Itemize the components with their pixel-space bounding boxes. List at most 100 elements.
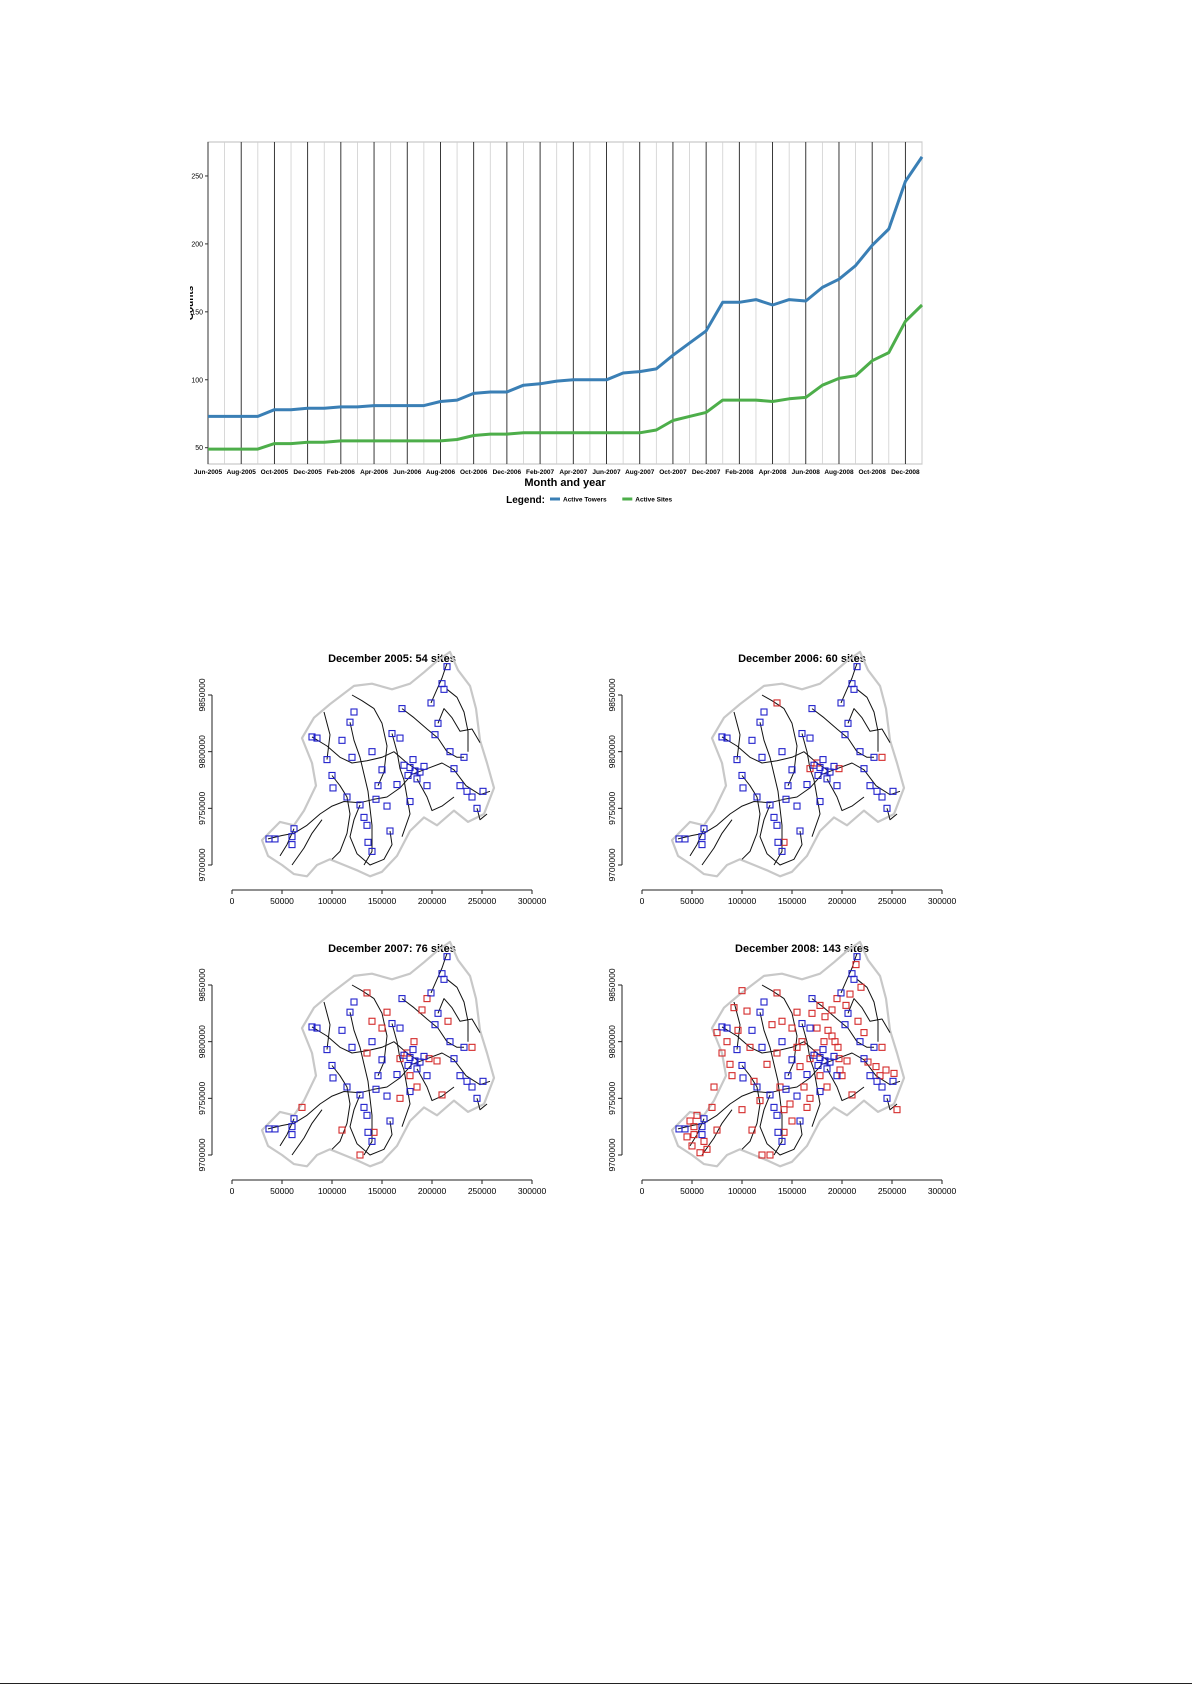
existing-site-marker [406,797,414,806]
road-line [349,804,393,866]
existing-site-marker [873,1077,881,1085]
existing-site-marker [360,813,368,821]
new-site-marker [848,1091,856,1099]
existing-site-marker [698,841,706,849]
x-tick-label: Aug-2006 [426,469,456,476]
existing-site-marker [796,1117,804,1125]
existing-site-marker [411,1057,419,1065]
existing-site-marker [798,729,806,738]
new-site-marker [378,1024,386,1032]
country-boundary [260,650,496,878]
existing-site-marker [883,804,891,812]
new-site-marker [788,1117,796,1125]
existing-site-marker [860,1055,868,1063]
road-line [437,998,481,1033]
country-boundary [260,940,496,1168]
existing-site-marker [343,793,351,801]
existing-site-marker [774,838,782,846]
existing-site-marker [770,1103,778,1111]
existing-site-marker [386,1117,394,1125]
existing-site-marker [400,761,408,769]
existing-site-marker [420,762,428,770]
x-tick-label: Feb-2007 [526,469,555,476]
existing-site-marker [830,1052,838,1060]
existing-site-marker [698,1131,706,1139]
existing-site-marker [338,736,346,744]
existing-site-marker [782,795,790,803]
existing-site-marker [788,1056,796,1064]
new-site-marker [835,765,843,773]
new-site-marker [835,1055,843,1063]
existing-site-marker [814,771,822,780]
road-line [886,1098,898,1111]
existing-site-marker [723,734,731,742]
road-line [733,1001,741,1050]
new-site-marker [748,1126,756,1134]
road-line [826,1068,865,1102]
new-site-marker [693,1111,701,1119]
new-site-marker [723,1038,731,1046]
road-line [401,708,464,758]
page-footer-rule [0,1683,1192,1684]
map-title: December 2007: 76 sites [328,943,456,955]
new-site-marker [773,989,781,997]
y-tick-label: 9750000 [197,1082,207,1115]
new-site-marker [363,1049,371,1057]
new-site-marker [852,961,860,969]
new-site-marker [778,1017,786,1025]
new-site-marker [788,1024,796,1032]
existing-site-marker [468,1083,476,1091]
road-line [331,775,351,860]
existing-site-marker [416,1058,424,1066]
x-tick-label: 300000 [928,896,957,906]
x-tick-label: Oct-2007 [659,469,687,476]
existing-site-marker [356,1091,364,1099]
existing-site-marker [778,748,786,756]
new-site-marker [444,1017,452,1025]
existing-site-marker [423,782,431,790]
new-site-marker [710,1083,718,1091]
y-tick-label: 9800000 [607,735,617,768]
existing-site-marker [440,685,448,693]
road-line [886,808,898,821]
existing-site-marker [288,833,296,841]
existing-site-marker [328,771,336,780]
new-site-marker [833,995,841,1003]
road-line [801,1023,821,1127]
existing-site-marker [368,1137,376,1145]
road-line [801,733,821,837]
existing-site-marker [388,729,396,738]
existing-site-marker [816,1087,824,1096]
existing-site-marker [404,1061,412,1070]
existing-site-marker [271,1125,279,1133]
existing-site-marker [723,1024,731,1032]
x-tick-label: Dec-2007 [692,469,721,476]
existing-site-marker [778,1038,786,1046]
existing-site-marker [350,708,358,716]
road-line [677,1052,901,1130]
new-site-marker [828,1032,836,1040]
existing-site-marker [363,1111,371,1119]
existing-site-marker [346,718,354,726]
existing-site-marker [756,1008,764,1016]
x-tick-label: 300000 [928,1186,957,1196]
existing-site-marker [814,1061,822,1070]
new-site-marker [820,1038,828,1046]
existing-site-marker [856,1038,864,1046]
existing-site-marker [889,787,897,795]
new-site-marker [776,1083,784,1091]
existing-site-marker [803,780,811,789]
country-boundary [670,650,906,878]
existing-site-marker [753,793,761,801]
x-tick-label: 0 [640,896,645,906]
existing-site-marker [837,699,845,707]
existing-site-marker [378,1056,386,1064]
existing-site-marker [413,1065,421,1073]
road-line [267,762,491,840]
existing-site-marker [873,787,881,795]
existing-site-marker [760,998,768,1006]
existing-site-marker [479,787,487,795]
x-tick-label: 250000 [468,896,497,906]
new-site-marker [857,983,865,991]
existing-site-marker [766,801,774,809]
